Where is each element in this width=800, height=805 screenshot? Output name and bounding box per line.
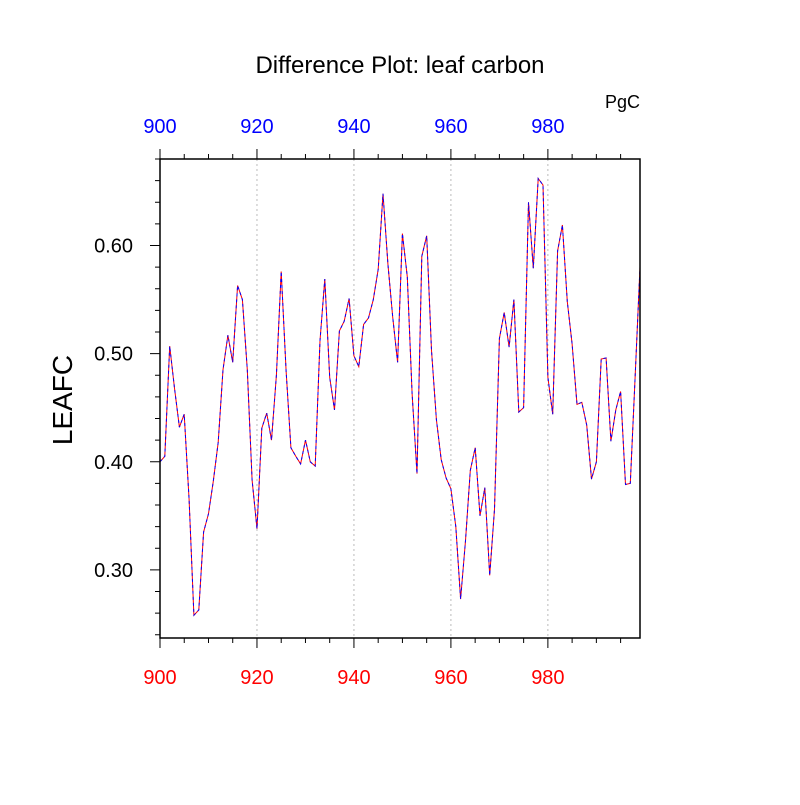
y-axis-label: LEAFC — [47, 355, 78, 445]
x-tick-label-top: 920 — [240, 116, 273, 138]
y-tick-label: 0.60 — [94, 236, 133, 258]
x-tick-label-top: 980 — [531, 116, 564, 138]
plot-frame — [159, 158, 641, 639]
series-line-dashed-0 — [159, 177, 641, 617]
x-tick-label-top: 900 — [143, 116, 176, 138]
x-tick-label-bottom: 960 — [434, 667, 467, 689]
x-tick-label-top: 960 — [434, 116, 467, 138]
grid-layer — [256, 159, 549, 638]
units-label: PgC — [605, 92, 640, 112]
x-tick-label-bottom: 940 — [337, 667, 370, 689]
x-tick-label-bottom: 920 — [240, 667, 273, 689]
x-tick-label-bottom: 980 — [531, 667, 564, 689]
bottom-axis-labels: 900 920 940 960 980 — [143, 667, 564, 689]
y-tick-label: 0.50 — [94, 344, 133, 366]
series-layer — [159, 177, 641, 617]
series-line-0 — [159, 177, 641, 617]
chart-title: Difference Plot: leaf carbon — [255, 52, 544, 79]
tick-layer — [150, 149, 622, 648]
x-tick-label-bottom: 900 — [143, 667, 176, 689]
y-tick-label: 0.30 — [94, 560, 133, 582]
x-tick-label-top: 940 — [337, 116, 370, 138]
top-axis-labels: 900 920 940 960 980 — [143, 116, 564, 138]
y-axis-tick-labels: 0.30 0.40 0.50 0.60 — [94, 236, 133, 582]
y-tick-label: 0.40 — [94, 452, 133, 474]
